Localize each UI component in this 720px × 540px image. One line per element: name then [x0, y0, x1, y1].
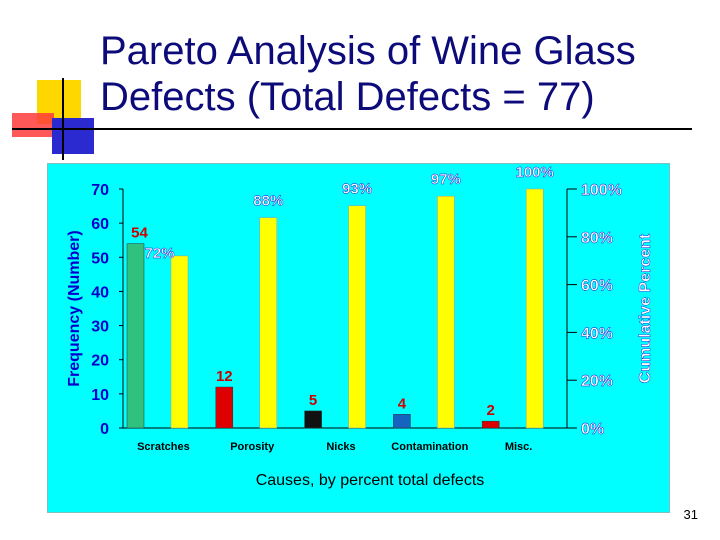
frequency-label: 54: [131, 225, 148, 242]
cumulative-percent-label: 100%: [516, 164, 554, 181]
cumulative-bar-scratches: [170, 255, 189, 429]
frequency-bar-porosity: [215, 386, 234, 429]
cumulative-percent-label: 72%: [144, 245, 174, 262]
pareto-chart: 0102030405060700%20%40%60%80%100%5472%Sc…: [66, 164, 654, 489]
y-tick-label: 10: [91, 387, 109, 404]
title-decoration-vertical-line: [62, 78, 64, 160]
x-category-label: Misc.: [505, 441, 533, 453]
y-tick-label: 60: [91, 216, 109, 233]
y-tick-label: 0: [100, 421, 109, 438]
cumulative-percent-label: 97%: [431, 171, 461, 188]
frequency-label: 4: [398, 395, 407, 412]
frequency-bar-misc: [481, 420, 500, 429]
page-number: 31: [683, 507, 698, 522]
y-tick-label: 70: [91, 182, 109, 199]
x-category-label: Porosity: [230, 441, 275, 453]
y2-tick-label: 20%: [581, 373, 613, 390]
frequency-bar-scratches: [126, 243, 145, 429]
cumulative-percent-label: 88%: [253, 193, 283, 210]
title-decoration-red-square: [12, 113, 54, 137]
cumulative-bar-contamination: [437, 195, 455, 429]
cumulative-bar-nicks: [348, 205, 366, 429]
x-category-label: Nicks: [326, 441, 355, 453]
y2-tick-label: 100%: [581, 182, 622, 199]
slide-title: Pareto Analysis of Wine Glass Defects (T…: [100, 28, 700, 120]
title-decoration-blue-square: [52, 118, 94, 154]
frequency-label: 5: [309, 392, 317, 409]
frequency-bar-nicks: [304, 410, 322, 429]
cumulative-bar-porosity: [259, 217, 278, 429]
y-tick-label: 40: [91, 284, 109, 301]
y2-tick-label: 60%: [581, 278, 613, 295]
cumulative-percent-label: 93%: [342, 181, 372, 198]
y-tick-label: 20: [91, 353, 109, 370]
frequency-label: 12: [216, 368, 233, 385]
cumulative-bar-misc: [525, 188, 544, 429]
y2-tick-label: 0%: [581, 421, 604, 438]
title-decoration-horizontal-line: [12, 128, 692, 130]
x-category-label: Contamination: [391, 441, 468, 453]
x-category-label: Scratches: [137, 441, 190, 453]
frequency-label: 2: [487, 402, 495, 419]
y2-tick-label: 80%: [581, 230, 613, 247]
slide-title-line-2: Defects (Total Defects = 77): [100, 75, 595, 119]
frequency-bar-contamination: [393, 414, 411, 429]
y-tick-label: 30: [91, 319, 109, 336]
slide-title-line-1: Pareto Analysis of Wine Glass: [100, 29, 636, 73]
y2-tick-label: 40%: [581, 325, 613, 342]
y2-axis-title: Cumulative Percent: [637, 233, 654, 383]
y-tick-label: 50: [91, 250, 109, 267]
y-axis-title: Frequency (Number): [66, 230, 83, 386]
x-axis-title: Causes, by percent total defects: [256, 472, 485, 489]
